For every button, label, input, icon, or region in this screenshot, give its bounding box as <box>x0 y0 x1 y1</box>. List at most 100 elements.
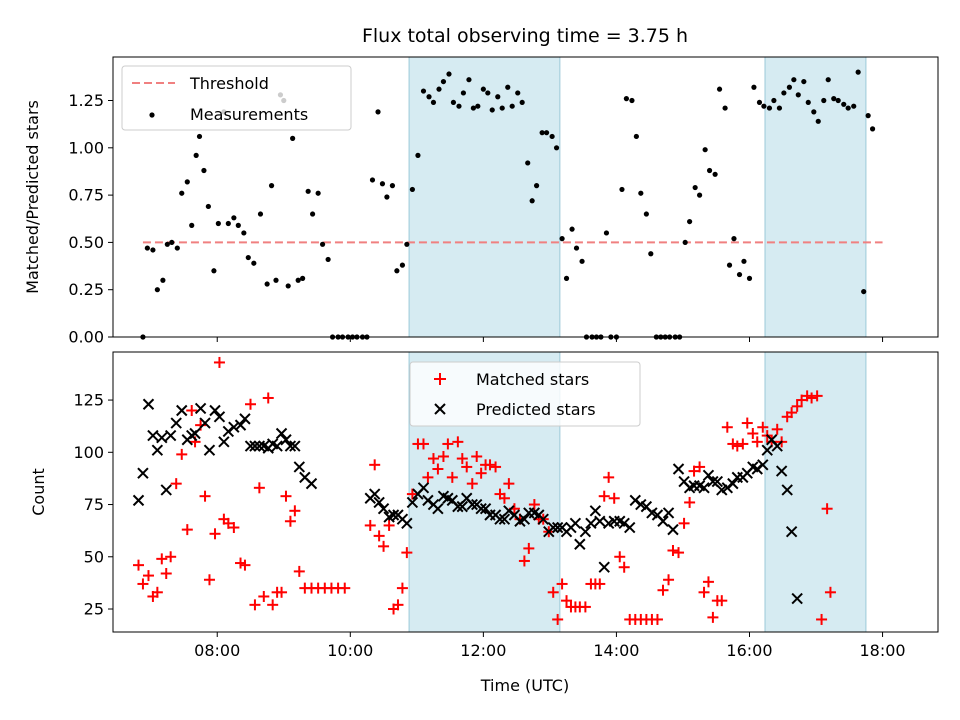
measurement-point <box>231 215 237 221</box>
measurement-point <box>319 241 326 247</box>
predicted-star-point <box>466 498 478 511</box>
matched-star-point <box>209 528 221 540</box>
bottom-x-axis-ticks: 08:00 10:00 12:00 14:00 16:00 18:00 <box>194 632 906 660</box>
measurement-point <box>290 135 296 141</box>
matched-star-point <box>452 436 464 448</box>
matched-star-point <box>490 461 502 473</box>
predicted-star-point <box>667 523 679 536</box>
predicted-star-point <box>137 467 149 479</box>
bottom-x-tick-label: 16:00 <box>726 641 772 660</box>
measurement-point <box>795 92 801 98</box>
predicted-star-point <box>164 429 177 442</box>
measurement-point <box>559 236 565 242</box>
measurement-point <box>456 103 462 109</box>
top-x-axis-ticks <box>216 337 884 342</box>
matched-star-point <box>461 461 473 473</box>
predicted-star-point <box>239 413 251 425</box>
measurement-point <box>623 96 630 102</box>
measurement-point <box>305 188 311 194</box>
legend-threshold-label: Threshold <box>189 74 269 93</box>
measurement-point <box>736 271 743 278</box>
matched-star-point <box>160 567 172 579</box>
legend-predicted-label: Predicted stars <box>476 400 596 419</box>
bottom-x-axis-label: Time (UTC) <box>480 676 569 695</box>
measurement-point <box>776 105 783 111</box>
measurement-point <box>643 211 649 217</box>
matched-star-point <box>608 492 620 504</box>
matched-star-point <box>657 584 669 596</box>
predicted-star-point <box>781 484 793 496</box>
measurement-point <box>682 239 688 246</box>
matched-star-point <box>821 503 833 515</box>
measurement-point <box>841 101 847 107</box>
predicted-star-point <box>498 513 511 525</box>
measurement-point <box>160 277 166 283</box>
measurement-point <box>865 113 871 119</box>
matched-star-point <box>741 417 753 429</box>
predicted-star-point <box>373 496 385 509</box>
predicted-star-point <box>271 440 283 452</box>
measurement-point <box>415 152 421 158</box>
predicted-star-point <box>417 482 430 494</box>
measurement-point <box>315 190 321 196</box>
predicted-star-point <box>132 494 145 507</box>
predicted-star-point <box>401 517 413 530</box>
matched-star-point <box>503 478 515 490</box>
measurement-point <box>509 103 515 109</box>
predicted-star-point <box>253 440 266 452</box>
measurement-point <box>489 107 495 113</box>
predicted-star-point <box>142 398 155 410</box>
measurement-point <box>150 247 156 253</box>
matched-star-point <box>151 586 163 598</box>
predicted-star-point <box>368 488 381 500</box>
measurement-point <box>771 97 777 104</box>
matched-star-point <box>771 423 783 435</box>
measurement-point <box>409 186 415 193</box>
matched-star-point <box>276 586 288 598</box>
matched-star-point <box>199 490 211 502</box>
bottom-x-tick-label: 12:00 <box>460 641 506 660</box>
bottom-predicted-points <box>132 398 803 605</box>
matched-star-point <box>165 551 177 563</box>
predicted-star-point <box>475 503 487 515</box>
measurement-point <box>235 222 241 228</box>
legend-measurements-swatch <box>149 112 155 118</box>
measurement-point <box>579 258 585 264</box>
measurement-point <box>241 230 247 236</box>
measurement-point <box>811 109 817 115</box>
measurement-point <box>264 281 270 287</box>
predicted-star-point <box>249 440 261 452</box>
predicted-star-point <box>551 521 564 534</box>
matched-star-point <box>392 599 404 611</box>
bottom-x-tick-label: 18:00 <box>860 641 906 660</box>
measurement-point <box>851 103 857 109</box>
measurement-point <box>268 183 275 189</box>
matched-star-point <box>796 394 808 406</box>
matched-star-point <box>547 586 559 598</box>
matched-star-point <box>373 530 385 542</box>
matched-star-point <box>427 453 439 465</box>
matched-star-point <box>401 547 413 559</box>
predicted-star-point <box>189 427 201 440</box>
matched-star-point <box>383 519 395 531</box>
measurement-point <box>179 190 185 196</box>
measurement-point <box>731 236 737 242</box>
predicted-star-point <box>147 429 159 442</box>
predicted-star-point <box>662 507 675 519</box>
measurement-point <box>300 275 306 281</box>
matched-star-point <box>663 574 675 586</box>
measurement-point <box>440 78 447 85</box>
matched-star-point <box>651 613 663 625</box>
bottom-shaded-interval-2 <box>764 351 867 633</box>
measurement-point <box>633 133 639 140</box>
matched-star-point <box>245 398 256 410</box>
matched-star-point <box>688 465 700 477</box>
measurement-point <box>543 130 550 136</box>
predicted-star-point <box>727 477 739 490</box>
matched-star-point <box>786 407 798 419</box>
matched-star-point <box>267 599 279 611</box>
predicted-star-point <box>156 431 168 444</box>
measurement-point <box>196 133 203 140</box>
measurement-point <box>164 241 170 247</box>
matched-star-point <box>432 463 444 475</box>
